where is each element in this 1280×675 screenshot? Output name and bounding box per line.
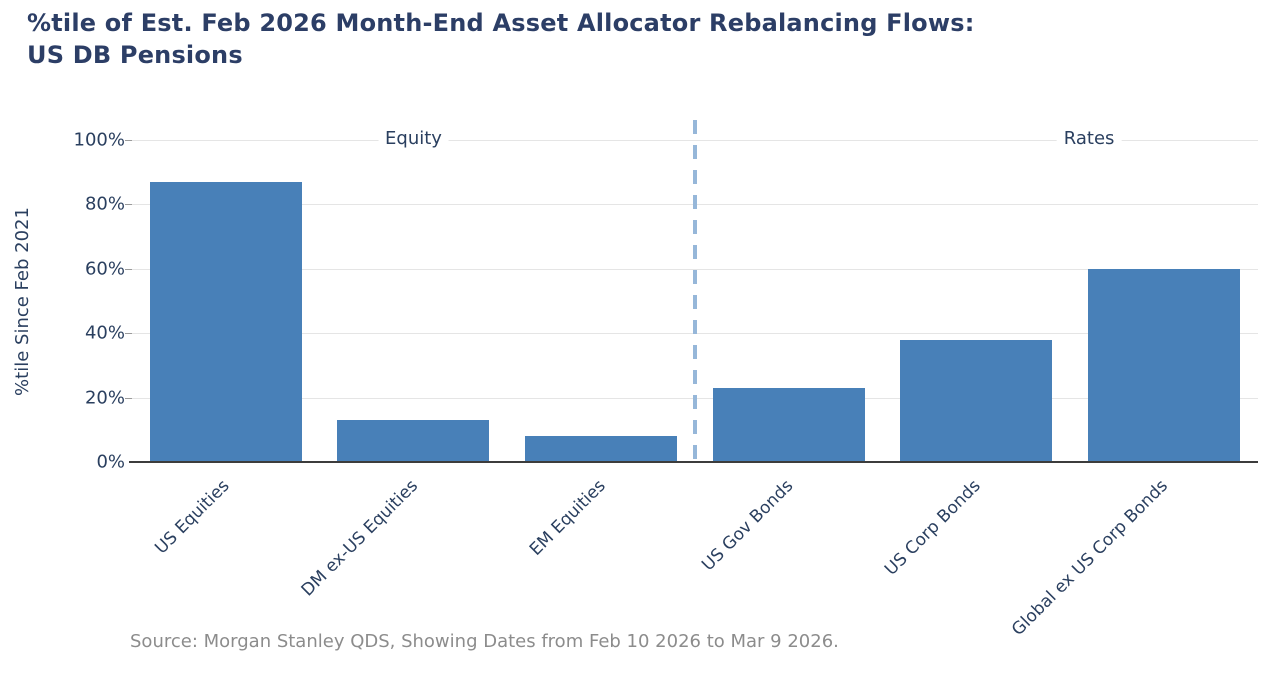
y-axis-tick <box>125 333 132 335</box>
bar <box>149 181 302 462</box>
y-tick-label: 60% <box>84 258 125 280</box>
y-axis-tick <box>125 204 132 206</box>
bar <box>1088 268 1241 462</box>
y-axis-tick <box>125 268 132 270</box>
x-category-label: EM Equities <box>525 476 610 560</box>
x-category-label: US Equities <box>151 476 234 559</box>
y-tick-label: 0% <box>96 451 125 473</box>
y-tick-label: 100% <box>73 129 125 151</box>
bar <box>712 387 865 462</box>
y-axis-tick <box>125 140 132 141</box>
bar <box>900 339 1053 462</box>
source-note: Source: Morgan Stanley QDS, Showing Date… <box>130 631 839 652</box>
y-tick-label: 20% <box>84 387 125 409</box>
chart-title-line2: US DB Pensions <box>27 40 243 69</box>
y-tick-label: 80% <box>84 193 125 215</box>
bar <box>337 420 490 462</box>
x-category-label: US Corp Bonds <box>880 476 985 580</box>
group-label: Rates <box>1056 128 1122 149</box>
x-category-label: US Gov Bonds <box>697 476 797 576</box>
y-axis-tick <box>125 397 132 399</box>
y-axis-title: %tile Since Feb 2021 <box>11 206 33 396</box>
y-tick-label: 40% <box>84 322 125 344</box>
chart-title: %tile of Est. Feb 2026 Month-End Asset A… <box>27 8 975 71</box>
chart-title-line1: %tile of Est. Feb 2026 Month-End Asset A… <box>27 9 975 37</box>
section-divider-dashed-line <box>693 120 697 462</box>
x-category-label: Global ex US Corp Bonds <box>1008 476 1173 640</box>
bar <box>525 436 678 462</box>
group-label: Equity <box>378 128 449 149</box>
x-category-label: DM ex-US Equities <box>297 476 422 601</box>
x-axis-line <box>129 461 1258 463</box>
